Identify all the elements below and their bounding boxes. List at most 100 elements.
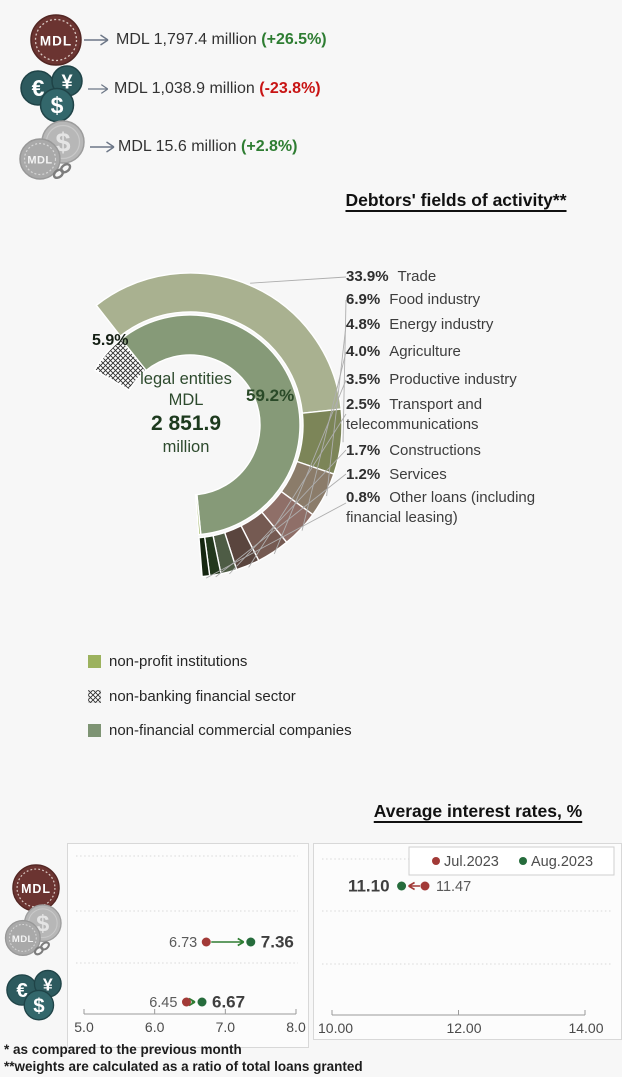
donut-center-label: legal entities MDL 2 851.9 million xyxy=(96,369,276,458)
activity-name: Trade xyxy=(397,268,437,285)
center-value: 2 851.9 xyxy=(150,412,222,435)
legend-swatch xyxy=(88,724,101,737)
activity-label-services: 1.2% Services xyxy=(346,465,582,485)
activity-pct: 4.0% xyxy=(346,343,381,360)
activity-pct: 2.5% xyxy=(346,396,381,413)
value-label-jul: 6.45 xyxy=(149,995,177,1011)
legend-item-nonbanking: non-banking financial sector xyxy=(87,688,296,705)
rates-chart-left-panel: 5.0 6.0 7.0 8.0 6.73 7.36 6.45 6.67 xyxy=(67,843,309,1048)
activity-sunburst-chart xyxy=(93,272,347,579)
activity-pct: 1.2% xyxy=(346,466,381,483)
activity-name: Energy industry xyxy=(389,316,494,333)
value-label-jul: 11.47 xyxy=(436,879,471,895)
legend-aug-dot xyxy=(519,857,527,865)
inner-ring-pct-nonfinancial: 59.2% xyxy=(246,386,295,405)
label-leader-line xyxy=(273,379,347,555)
right-arrow-icon xyxy=(88,81,114,102)
donut-segment xyxy=(120,314,301,536)
stat-value: MDL 1,038.9 million xyxy=(114,80,255,97)
change-arrow xyxy=(188,997,196,1007)
footnote-2: **weights are calculated as a ratio of t… xyxy=(4,1059,363,1074)
activity-pct: 4.8% xyxy=(346,316,381,333)
legend-item-nonprofit: non-profit institutions xyxy=(88,653,247,670)
center-line4: million xyxy=(162,438,210,456)
stat-change: (+2.8%) xyxy=(241,138,298,155)
data-point-jul xyxy=(420,881,430,891)
data-point-aug xyxy=(397,881,407,891)
legend-item-nonfinancial: non-financial commercial companies xyxy=(88,722,352,739)
legend-jul-dot xyxy=(432,857,440,865)
activity-label-constructions: 1.7% Constructions xyxy=(346,441,582,461)
activity-name: Food industry xyxy=(389,291,481,308)
change-arrow xyxy=(211,937,245,947)
linked-coins-icon xyxy=(16,118,92,184)
activity-pct: 0.8% xyxy=(346,489,381,506)
activity-label-food: 6.9% Food industry xyxy=(346,290,582,310)
donut-segment xyxy=(198,536,211,578)
rates-section-title: Average interest rates, % xyxy=(373,801,583,821)
activity-name: Transport and telecommunications xyxy=(346,396,483,433)
footnote-1: * as compared to the previous month xyxy=(4,1042,242,1057)
activity-name: Constructions xyxy=(389,442,481,459)
stat-value: MDL 15.6 million xyxy=(118,138,237,155)
label-leader-line xyxy=(248,413,347,568)
rates-chart-right: 10.00 12.00 14.00 Jul.2023 Aug.2023 11.47 11.1… xyxy=(318,846,615,1036)
activity-name: Agriculture xyxy=(389,343,461,360)
axis-tick-label: 12.00 xyxy=(446,1020,481,1036)
activity-pct: 33.9% xyxy=(346,268,389,285)
activity-label-agriculture: 4.0% Agriculture xyxy=(346,342,582,362)
legend-swatch-hatched xyxy=(87,689,102,704)
activity-name: Services xyxy=(389,466,447,483)
activity-label-energy: 4.8% Energy industry xyxy=(346,315,582,335)
label-leader-line xyxy=(301,351,347,531)
linked-coins-icon xyxy=(2,902,68,960)
stat-row-mdl-loans: MDL 1,797.4 million (+26.5%) xyxy=(116,31,327,49)
axis-tick-label: 7.0 xyxy=(216,1019,236,1035)
rates-chart-left: 5.0 6.0 7.0 8.0 6.73 7.36 6.45 6.67 xyxy=(74,855,306,1035)
donut-segment xyxy=(194,493,202,536)
stat-value: MDL 1,797.4 million xyxy=(116,31,257,48)
activity-pct: 3.5% xyxy=(346,371,381,388)
activity-pct: 6.9% xyxy=(346,291,381,308)
axis-tick-label: 5.0 xyxy=(74,1019,94,1035)
value-label-aug: 11.10 xyxy=(348,877,390,896)
data-point-jul xyxy=(201,937,211,947)
activity-section-title: Debtors' fields of activity** xyxy=(345,190,567,210)
right-arrow-icon xyxy=(84,32,114,53)
value-label-aug: 6.67 xyxy=(212,993,245,1012)
inner-ring-pct-nonbanking: 5.9% xyxy=(92,332,129,349)
stat-change: (-23.8%) xyxy=(259,80,321,97)
value-label-jul: 6.73 xyxy=(169,935,197,951)
legend-label: non-profit institutions xyxy=(109,653,248,670)
label-leader-line xyxy=(250,276,347,284)
label-leader-line xyxy=(229,449,347,575)
currency-coins-icon xyxy=(6,968,70,1028)
activity-name: Productive industry xyxy=(389,371,517,388)
chart-legend-box xyxy=(408,846,615,876)
activity-name: Other loans (including financial leasing… xyxy=(346,489,536,526)
data-point-aug xyxy=(197,997,207,1007)
right-arrow-icon xyxy=(90,139,120,160)
stat-row-fx-loans: MDL 1,038.9 million (-23.8%) xyxy=(114,80,321,98)
value-label-aug: 7.36 xyxy=(261,933,294,952)
activity-label-transport: 2.5% Transport and telecommunications xyxy=(346,395,582,435)
label-leader-line xyxy=(205,502,347,579)
center-line1: legal entities xyxy=(140,370,232,388)
activity-label-productive: 3.5% Productive industry xyxy=(346,370,582,390)
data-point-jul xyxy=(181,997,191,1007)
mdl-coin-icon xyxy=(30,14,82,66)
legend-label: non-financial commercial companies xyxy=(109,722,352,739)
legend-swatch xyxy=(88,655,101,668)
change-arrow xyxy=(408,881,420,891)
activity-pct: 1.7% xyxy=(346,442,381,459)
label-leader-line xyxy=(215,473,347,578)
legend-label: non-banking financial sector xyxy=(109,688,296,705)
center-line2: MDL xyxy=(168,391,204,409)
legend-jul-label: Jul.2023 xyxy=(444,854,499,870)
data-point-aug xyxy=(246,937,256,947)
stat-change: (+26.5%) xyxy=(261,31,327,48)
activity-label-trade: 33.9% Trade xyxy=(346,267,582,287)
stat-row-attached-loans: MDL 15.6 million (+2.8%) xyxy=(118,138,297,156)
rates-chart-right-panel: 10.00 12.00 14.00 Jul.2023 Aug.2023 11.47 11.1… xyxy=(313,843,622,1040)
axis-tick-label: 10.00 xyxy=(318,1020,353,1036)
